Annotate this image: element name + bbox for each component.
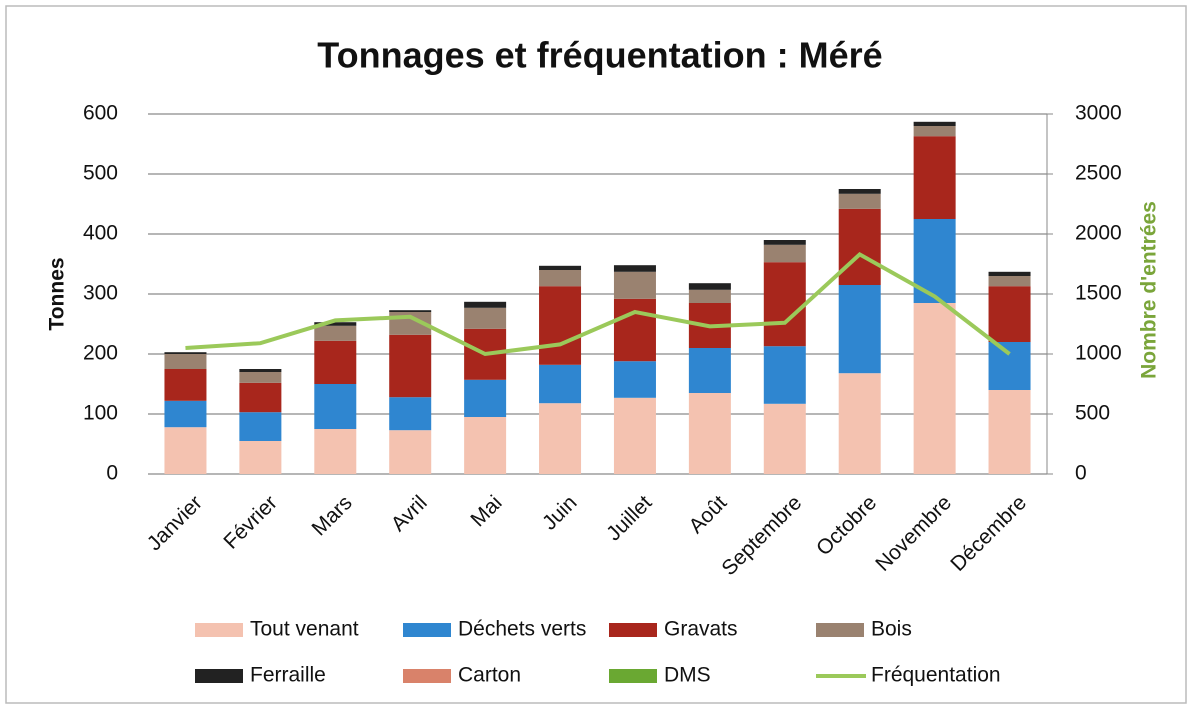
y2-tick-label: 3000 bbox=[1075, 102, 1122, 125]
y-tick-label: 400 bbox=[83, 222, 118, 245]
bar-segment bbox=[314, 322, 357, 326]
bar-segment bbox=[913, 303, 956, 474]
bar-segment bbox=[314, 325, 357, 341]
y2-tick-label: 1000 bbox=[1075, 342, 1122, 365]
bar-segment bbox=[613, 271, 656, 299]
bar-segment bbox=[539, 286, 582, 365]
y-axis-label: Tonnes bbox=[46, 257, 69, 330]
bar-segment bbox=[539, 403, 582, 474]
y-tick-label: 0 bbox=[106, 462, 118, 485]
bar-segment bbox=[164, 369, 207, 401]
legend-swatch bbox=[195, 669, 243, 683]
bar-segment bbox=[539, 270, 582, 287]
bar-segment bbox=[988, 342, 1031, 390]
bar-segment bbox=[838, 189, 881, 194]
frequentation-line bbox=[185, 251, 1011, 357]
bar-segment bbox=[988, 271, 1031, 276]
bar-segment bbox=[389, 334, 432, 398]
legend-label: Ferraille bbox=[250, 664, 326, 687]
y2-tick-label: 1500 bbox=[1075, 282, 1122, 305]
bar-segment bbox=[464, 417, 507, 474]
bar-segment bbox=[389, 397, 432, 431]
bar-segment bbox=[988, 286, 1031, 342]
bar-segment bbox=[613, 298, 656, 362]
legend-label: Bois bbox=[871, 618, 912, 641]
bar-segment bbox=[688, 283, 731, 290]
y-tick-label: 600 bbox=[83, 102, 118, 125]
legend-swatch bbox=[816, 623, 864, 637]
bar-segment bbox=[763, 262, 806, 347]
bar-segment bbox=[988, 390, 1031, 474]
bar-segment bbox=[314, 340, 357, 384]
bar-segment bbox=[389, 430, 432, 474]
bar-segment bbox=[539, 364, 582, 404]
legend-swatch bbox=[609, 669, 657, 683]
legend-label: Fréquentation bbox=[871, 664, 1001, 687]
bar-segment bbox=[988, 276, 1031, 287]
legend-swatch bbox=[403, 669, 451, 683]
legend-label: DMS bbox=[664, 664, 711, 687]
bar-segment bbox=[164, 427, 207, 474]
bar-segment bbox=[164, 352, 207, 354]
y-tick-label: 200 bbox=[83, 342, 118, 365]
bar-segment bbox=[164, 354, 207, 369]
bar-segment bbox=[763, 346, 806, 404]
bar-segment bbox=[763, 240, 806, 245]
bar-segment bbox=[464, 301, 507, 308]
legend-label: Tout venant bbox=[250, 618, 359, 641]
bar-segment bbox=[913, 136, 956, 219]
bar-segment bbox=[464, 307, 507, 329]
bar-segment bbox=[539, 265, 582, 270]
legend-swatch bbox=[403, 623, 451, 637]
bar-segment bbox=[613, 397, 656, 474]
bar-segment bbox=[314, 384, 357, 429]
bar-segment bbox=[239, 441, 282, 474]
y2-tick-label: 2500 bbox=[1075, 162, 1122, 185]
bar-segment bbox=[239, 382, 282, 413]
bar-segment bbox=[913, 126, 956, 137]
bar-segment bbox=[164, 400, 207, 428]
bar-segment bbox=[239, 372, 282, 383]
bar-segment bbox=[613, 265, 656, 272]
legend-label: Déchets verts bbox=[458, 618, 586, 641]
legend-label: Gravats bbox=[664, 618, 738, 641]
y-tick-label: 500 bbox=[83, 162, 118, 185]
bar-segment bbox=[464, 379, 507, 417]
legend-label: Carton bbox=[458, 664, 521, 687]
legend-swatch bbox=[609, 623, 657, 637]
bar-segment bbox=[613, 361, 656, 398]
bar-segment bbox=[239, 412, 282, 441]
bar-segment bbox=[688, 289, 731, 303]
bar-segment bbox=[688, 348, 731, 393]
y2-tick-label: 0 bbox=[1075, 462, 1087, 485]
y-tick-label: 100 bbox=[83, 402, 118, 425]
legend-swatch bbox=[195, 623, 243, 637]
bar-segment bbox=[838, 285, 881, 374]
bar-segment bbox=[314, 429, 357, 474]
bar-segment bbox=[913, 121, 956, 126]
y2-axis-label: Nombre d'entrées bbox=[1138, 201, 1161, 379]
bar-segment bbox=[838, 193, 881, 209]
y-tick-label: 300 bbox=[83, 282, 118, 305]
bar-segment bbox=[838, 373, 881, 474]
bar-segment bbox=[763, 403, 806, 474]
y2-tick-label: 500 bbox=[1075, 402, 1110, 425]
y2-tick-label: 2000 bbox=[1075, 222, 1122, 245]
bar-segment bbox=[763, 244, 806, 263]
bar-segment bbox=[389, 310, 432, 312]
bar-segment bbox=[838, 208, 881, 285]
bar-segment bbox=[688, 393, 731, 474]
chart-title: Tonnages et fréquentation : Méré bbox=[317, 35, 882, 76]
bar-segment bbox=[239, 369, 282, 372]
